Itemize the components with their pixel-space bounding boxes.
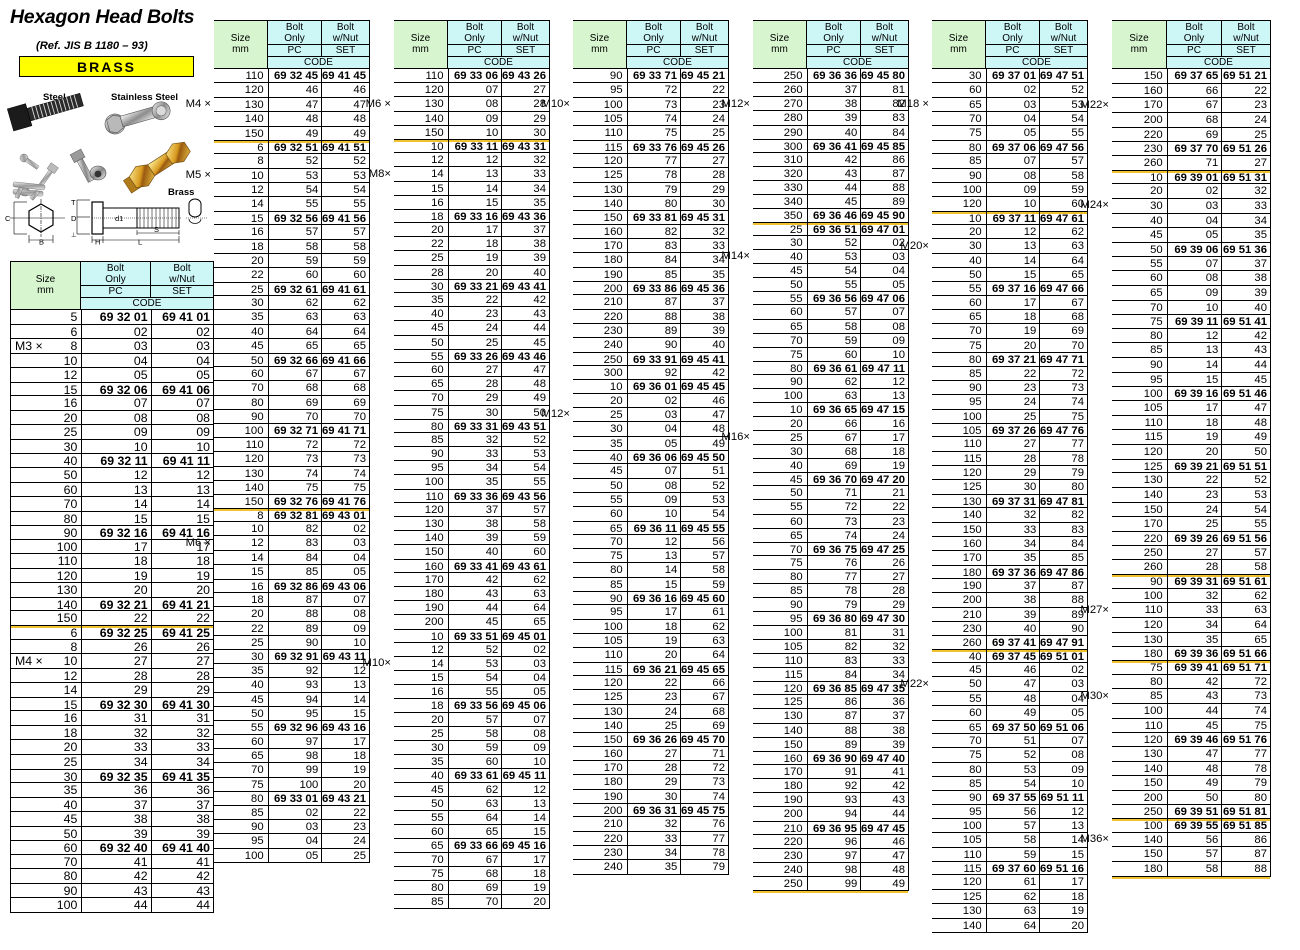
svg-text:L: L	[138, 238, 142, 247]
svg-text:d1: d1	[115, 214, 123, 223]
svg-text:H: H	[95, 238, 100, 247]
svg-text:S: S	[154, 225, 159, 234]
svg-text:C: C	[5, 214, 11, 223]
svg-text:D: D	[71, 214, 77, 223]
svg-text:⊥: ⊥	[71, 232, 77, 239]
svg-text:B: B	[39, 238, 44, 247]
svg-text:T: T	[71, 198, 76, 207]
